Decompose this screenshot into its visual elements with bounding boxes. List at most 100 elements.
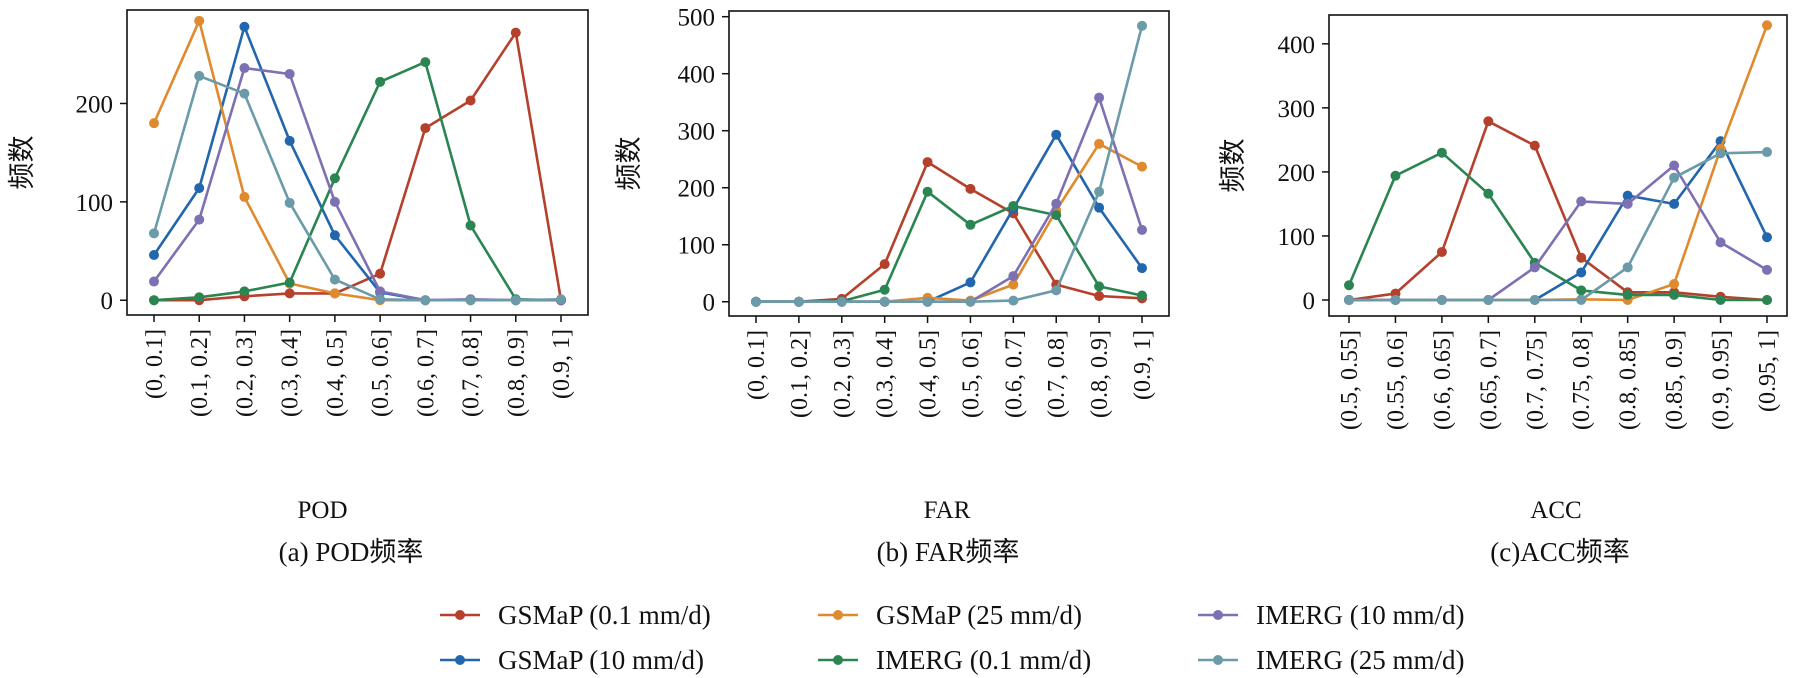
x-tick-label: (0.4, 0.5] (323, 329, 349, 417)
legend-label: IMERG (10 mm/d) (1256, 600, 1465, 630)
data-point (194, 292, 205, 303)
data-point (1436, 294, 1447, 305)
series-imerg-25-mm-d (149, 70, 566, 306)
data-point (1622, 198, 1633, 209)
x-tick-label: (0.5, 0.6] (958, 330, 984, 418)
x-tick-label: (0.75, 0.8] (1569, 330, 1595, 430)
y-tick-label: 500 (678, 5, 716, 32)
data-point (465, 95, 476, 106)
data-point (1436, 246, 1447, 257)
y-tick-label: 0 (703, 290, 716, 317)
data-point (1762, 232, 1772, 243)
data-point (149, 276, 159, 287)
legend-marker (833, 655, 843, 665)
series-imerg-25-mm-d (751, 20, 1147, 307)
data-point (1529, 140, 1540, 151)
y-tick-label: 0 (101, 288, 114, 315)
data-point (1576, 294, 1587, 305)
data-point (1715, 237, 1726, 248)
plot-frame (126, 9, 589, 316)
data-point (1529, 262, 1540, 273)
x-tick-label: (0.3, 0.4] (278, 329, 304, 417)
legend-marker (455, 610, 465, 620)
data-point (1483, 116, 1494, 127)
y-tick-label: 400 (678, 62, 716, 89)
y-tick-label: 300 (678, 119, 716, 146)
x-axis-label: POD (297, 497, 347, 524)
x-tick-label: (0.55, 0.6] (1383, 330, 1409, 430)
data-point (751, 296, 761, 307)
legend-item: GSMaP (25 mm/d) (818, 600, 1082, 630)
data-point (239, 191, 250, 202)
x-tick-label: (0.1, 0.2] (187, 329, 213, 417)
y-axis-label: 频数 (614, 137, 644, 191)
series-imerg-10-mm-d (149, 63, 566, 306)
panel-caption: (a) POD频率 (279, 537, 424, 567)
data-point (194, 15, 205, 26)
legend-item: IMERG (25 mm/d) (1198, 645, 1465, 675)
series-imerg-10-mm-d (751, 92, 1147, 307)
data-point (1669, 278, 1680, 289)
legend-marker (833, 610, 843, 620)
x-tick-label: (0.8, 0.9] (1087, 330, 1113, 418)
data-point (239, 88, 250, 99)
data-point (556, 294, 566, 305)
data-point (284, 197, 295, 208)
x-tick-label: (0.65, 0.7] (1476, 330, 1502, 430)
legend-label: GSMaP (10 mm/d) (498, 645, 704, 675)
data-point (465, 220, 476, 231)
y-tick-label: 100 (1278, 224, 1316, 251)
data-point (329, 230, 340, 241)
data-point (1051, 285, 1062, 296)
data-point (922, 157, 933, 168)
x-tick-label: (0.6, 0.7] (1001, 330, 1027, 418)
data-point (284, 68, 295, 79)
data-point (239, 63, 250, 74)
series-line (152, 74, 562, 302)
data-point (284, 135, 295, 146)
data-point (1436, 147, 1447, 158)
x-axis-label: FAR (924, 497, 971, 524)
series-line (756, 25, 1144, 304)
data-point (465, 295, 476, 306)
data-point (329, 288, 340, 299)
charts: 0 100 200 (0, 0.1] (0.1, 0.2] (0.2, 0.3] (0.3,… (7, 5, 1788, 567)
data-point (149, 118, 159, 129)
data-point (1137, 224, 1147, 235)
series-imerg-25-mm-d (1344, 147, 1772, 305)
x-tick-label: (0.9, 1] (549, 329, 575, 399)
series-line (756, 133, 1144, 304)
data-point (1622, 190, 1633, 201)
data-point (329, 274, 340, 285)
data-point (879, 284, 890, 295)
data-point (1094, 186, 1105, 197)
data-point (420, 57, 431, 68)
x-tick-label: (0.5, 0.55] (1337, 330, 1363, 430)
x-tick-label: (0.7, 0.8] (1044, 330, 1070, 418)
data-point (284, 288, 295, 299)
series-line (1348, 120, 1768, 302)
data-point (284, 277, 295, 288)
legend-label: IMERG (0.1 mm/d) (876, 645, 1091, 675)
data-point (375, 76, 386, 87)
legend-label: GSMaP (25 mm/d) (876, 600, 1082, 630)
x-tick-label: (0.1, 0.2] (787, 330, 813, 418)
y-tick-label: 200 (1278, 160, 1316, 187)
data-point (1137, 20, 1147, 31)
x-tick-label: (0.85, 0.9] (1662, 330, 1688, 430)
data-point (1051, 129, 1062, 140)
series-line (756, 142, 1143, 304)
x-tick-label: (0.3, 0.4] (873, 330, 899, 418)
data-point (1051, 198, 1062, 209)
y-tick-label: 200 (76, 91, 114, 118)
x-tick-label: (0.2, 0.3] (232, 329, 258, 417)
data-point (1576, 285, 1587, 296)
data-point (965, 219, 976, 230)
y-tick-label: 100 (678, 233, 716, 260)
data-point (239, 286, 250, 297)
legend: GSMaP (0.1 mm/d) GSMaP (25 mm/d) IMERG (10… (440, 600, 1465, 675)
series-line (152, 19, 561, 302)
y-tick-label: 200 (678, 176, 716, 203)
y-tick-label: 0 (1303, 288, 1316, 315)
